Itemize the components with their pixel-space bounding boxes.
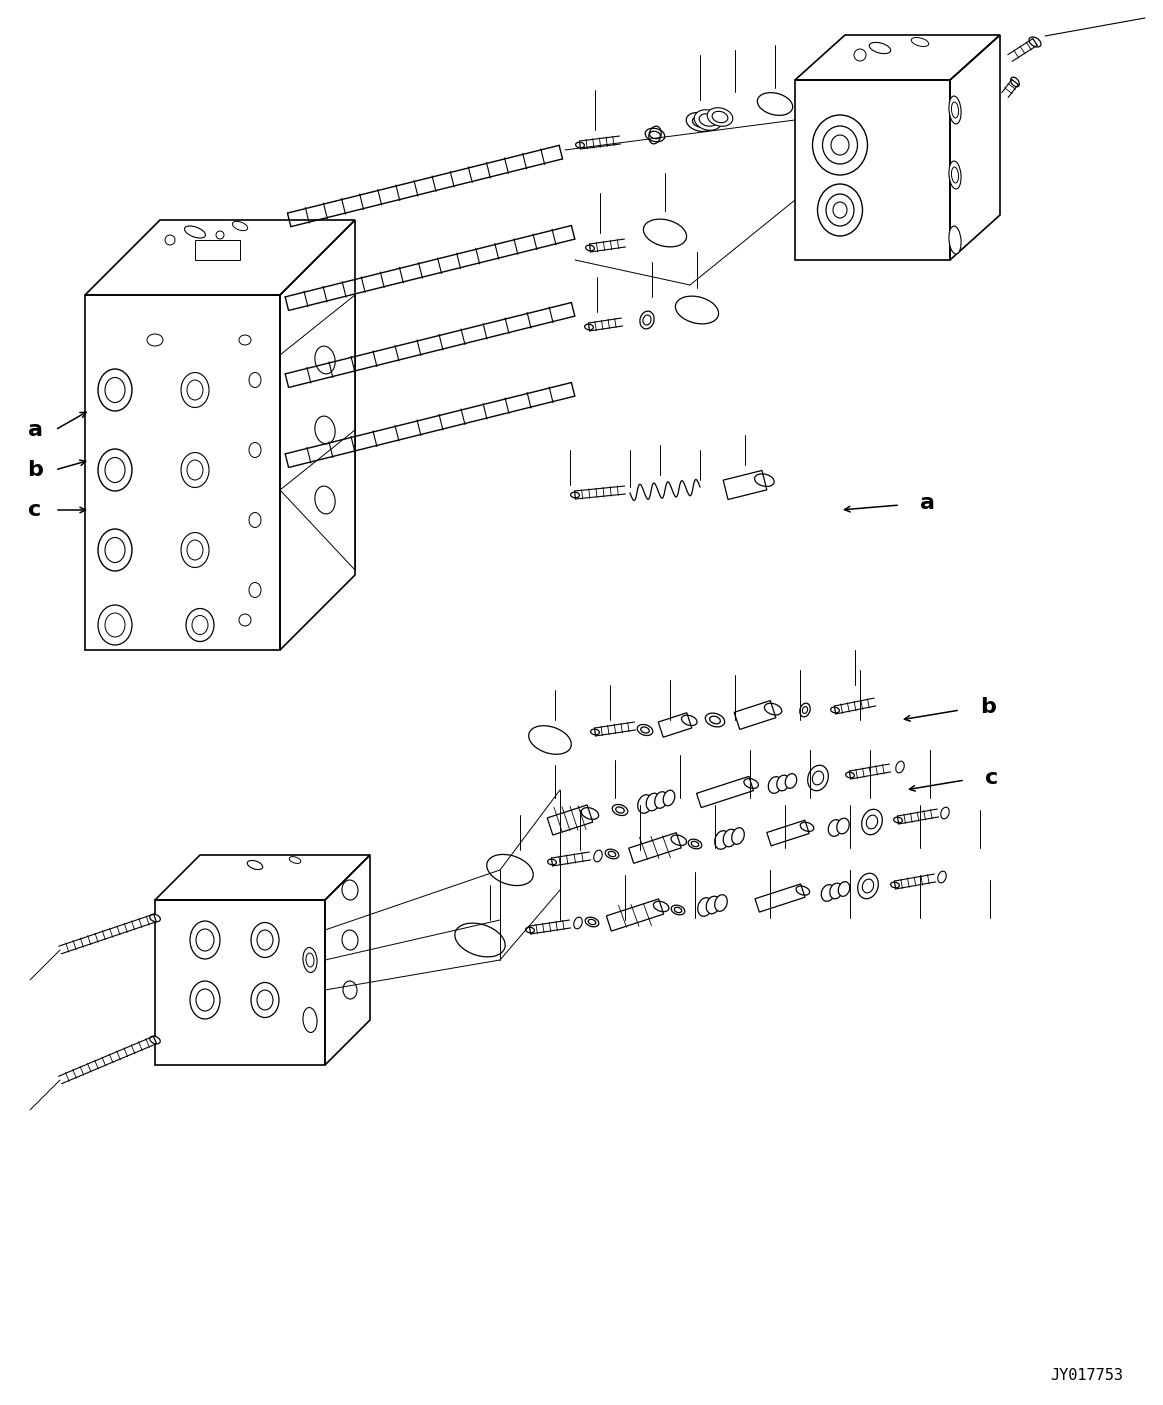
Ellipse shape [181, 532, 209, 568]
Text: c: c [985, 769, 998, 788]
Ellipse shape [315, 346, 335, 374]
Ellipse shape [777, 776, 790, 791]
Ellipse shape [828, 819, 842, 836]
Ellipse shape [249, 513, 261, 527]
Text: a: a [28, 420, 43, 440]
Ellipse shape [150, 1035, 160, 1044]
Ellipse shape [487, 854, 534, 885]
Ellipse shape [949, 226, 961, 254]
Ellipse shape [676, 296, 719, 325]
Ellipse shape [830, 707, 840, 712]
Ellipse shape [302, 1007, 317, 1033]
Ellipse shape [586, 244, 594, 251]
Ellipse shape [249, 372, 261, 388]
Ellipse shape [837, 818, 849, 833]
Ellipse shape [190, 981, 220, 1019]
Ellipse shape [190, 922, 220, 960]
Ellipse shape [896, 762, 904, 773]
Ellipse shape [813, 115, 868, 176]
Text: b: b [980, 697, 996, 717]
Ellipse shape [1011, 77, 1019, 87]
Ellipse shape [862, 809, 883, 835]
Ellipse shape [249, 583, 261, 597]
Ellipse shape [98, 370, 131, 412]
Ellipse shape [694, 110, 722, 131]
Ellipse shape [342, 880, 358, 901]
Text: JY017753: JY017753 [1050, 1367, 1123, 1383]
Ellipse shape [757, 93, 793, 115]
Ellipse shape [181, 452, 209, 488]
Text: a: a [920, 493, 935, 513]
Ellipse shape [818, 184, 863, 236]
Ellipse shape [807, 766, 828, 791]
Ellipse shape [315, 416, 335, 444]
Ellipse shape [251, 923, 279, 957]
Ellipse shape [455, 923, 505, 957]
Ellipse shape [637, 795, 652, 813]
Ellipse shape [529, 726, 571, 754]
Ellipse shape [571, 492, 579, 497]
Ellipse shape [723, 829, 737, 847]
Ellipse shape [548, 858, 556, 865]
Ellipse shape [715, 895, 727, 912]
Ellipse shape [857, 874, 878, 899]
Ellipse shape [891, 882, 899, 888]
Ellipse shape [240, 334, 251, 346]
Ellipse shape [249, 443, 261, 458]
Ellipse shape [706, 896, 720, 913]
Ellipse shape [526, 927, 534, 933]
Ellipse shape [643, 219, 686, 247]
Ellipse shape [342, 930, 358, 950]
Ellipse shape [663, 790, 675, 806]
Ellipse shape [785, 774, 797, 788]
Bar [195, 240, 240, 260]
Ellipse shape [98, 450, 131, 490]
Text: c: c [28, 500, 42, 520]
Ellipse shape [655, 791, 668, 808]
Ellipse shape [893, 818, 902, 823]
Ellipse shape [846, 773, 855, 778]
Ellipse shape [181, 372, 209, 407]
Ellipse shape [343, 981, 357, 999]
Ellipse shape [186, 608, 214, 642]
Ellipse shape [1029, 37, 1041, 46]
Ellipse shape [698, 898, 712, 916]
Ellipse shape [647, 794, 659, 811]
Ellipse shape [98, 530, 131, 570]
Ellipse shape [585, 325, 593, 330]
Ellipse shape [98, 606, 131, 645]
Text: b: b [27, 459, 43, 481]
Ellipse shape [576, 142, 584, 148]
Ellipse shape [821, 885, 835, 902]
Ellipse shape [949, 162, 961, 188]
Ellipse shape [732, 828, 744, 844]
Ellipse shape [715, 830, 729, 849]
Ellipse shape [839, 882, 850, 896]
Ellipse shape [707, 108, 733, 126]
Ellipse shape [769, 777, 782, 794]
Ellipse shape [640, 311, 654, 329]
Ellipse shape [315, 486, 335, 514]
Ellipse shape [150, 915, 160, 922]
Ellipse shape [949, 96, 961, 124]
Ellipse shape [251, 982, 279, 1017]
Ellipse shape [302, 947, 317, 972]
Ellipse shape [829, 884, 842, 899]
Ellipse shape [591, 729, 599, 735]
Ellipse shape [147, 334, 163, 346]
